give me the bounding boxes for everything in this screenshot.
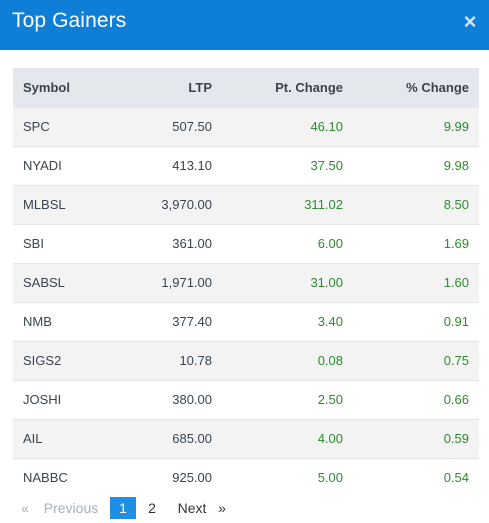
table-row: AIL 685.00 4.00 0.59 xyxy=(13,419,479,458)
next-page-button[interactable]: Next xyxy=(177,500,207,516)
ltp-cell: 361.00 xyxy=(172,236,212,251)
ltp-cell: 685.00 xyxy=(172,431,212,446)
previous-page-button: Previous xyxy=(43,500,99,516)
table-row: JOSHI 380.00 2.50 0.66 xyxy=(13,380,479,419)
ltp-cell: 377.40 xyxy=(172,314,212,329)
page-1-button[interactable]: 1 xyxy=(110,497,136,519)
table-header-row: Symbol LTP Pt. Change % Change xyxy=(13,68,479,107)
table-row: NMB 377.40 3.40 0.91 xyxy=(13,302,479,341)
column-header-symbol[interactable]: Symbol xyxy=(23,79,70,95)
column-header-pct-change[interactable]: % Change xyxy=(406,79,469,95)
pt-change-cell: 46.10 xyxy=(310,119,343,134)
pt-change-cell: 311.02 xyxy=(304,197,343,212)
symbol-cell[interactable]: JOSHI xyxy=(23,392,62,407)
pct-change-cell: 1.60 xyxy=(443,275,469,290)
ltp-cell: 1,971.00 xyxy=(161,275,212,290)
table-row: MLBSL 3,970.00 311.02 8.50 xyxy=(13,185,479,224)
pct-change-cell: 9.99 xyxy=(443,119,469,134)
ltp-cell: 925.00 xyxy=(172,470,212,486)
pt-change-cell: 31.00 xyxy=(310,275,343,290)
pt-change-cell: 0.08 xyxy=(317,353,343,368)
pct-change-cell: 0.75 xyxy=(443,353,469,368)
pct-change-cell: 0.59 xyxy=(443,431,469,446)
pct-change-cell: 0.91 xyxy=(443,314,469,329)
pct-change-cell: 0.54 xyxy=(443,470,469,486)
pct-change-cell: 0.66 xyxy=(443,392,469,407)
column-header-ltp[interactable]: LTP xyxy=(188,79,212,95)
modal-header: Top Gainers × xyxy=(0,0,489,50)
table-row: SBI 361.00 6.00 1.69 xyxy=(13,224,479,263)
pt-change-cell: 6.00 xyxy=(317,236,343,251)
column-header-pt-change[interactable]: Pt. Change xyxy=(275,79,343,95)
table-body: SPC 507.50 46.10 9.99 NYADI 413.10 37.50… xyxy=(13,107,479,497)
symbol-cell[interactable]: SIGS2 xyxy=(23,353,62,368)
table-row: SPC 507.50 46.10 9.99 xyxy=(13,107,479,146)
pct-change-cell: 9.98 xyxy=(443,158,469,173)
modal-title: Top Gainers xyxy=(12,9,127,32)
symbol-cell[interactable]: NABBC xyxy=(23,470,68,486)
pt-change-cell: 4.00 xyxy=(317,431,343,446)
symbol-cell[interactable]: NYADI xyxy=(23,158,62,173)
ltp-cell: 380.00 xyxy=(172,392,212,407)
gainers-table: Symbol LTP Pt. Change % Change SPC 507.5… xyxy=(13,68,479,497)
pt-change-cell: 37.50 xyxy=(310,158,343,173)
last-page-icon[interactable]: » xyxy=(218,500,226,516)
symbol-cell[interactable]: AIL xyxy=(23,431,43,446)
symbol-cell[interactable]: SBI xyxy=(23,236,44,251)
table-row: SIGS2 10.78 0.08 0.75 xyxy=(13,341,479,380)
pct-change-cell: 1.69 xyxy=(443,236,469,251)
pt-change-cell: 3.40 xyxy=(317,314,343,329)
table-header: Symbol LTP Pt. Change % Change xyxy=(13,68,479,107)
first-page-icon: « xyxy=(21,500,29,516)
pt-change-cell: 2.50 xyxy=(317,392,343,407)
ltp-cell: 3,970.00 xyxy=(161,197,212,212)
ltp-cell: 10.78 xyxy=(179,353,212,368)
pct-change-cell: 8.50 xyxy=(443,197,469,212)
ltp-cell: 413.10 xyxy=(172,158,212,173)
table-row: NABBC 925.00 5.00 0.54 xyxy=(13,458,479,497)
symbol-cell[interactable]: NMB xyxy=(23,314,52,329)
page-2-button[interactable]: 2 xyxy=(148,500,156,516)
table-row: SABSL 1,971.00 31.00 1.60 xyxy=(13,263,479,302)
close-icon[interactable]: × xyxy=(463,9,477,34)
ltp-cell: 507.50 xyxy=(172,119,212,134)
pt-change-cell: 5.00 xyxy=(317,470,343,486)
symbol-cell[interactable]: SABSL xyxy=(23,275,65,290)
symbol-cell[interactable]: MLBSL xyxy=(23,197,66,212)
symbol-cell[interactable]: SPC xyxy=(23,119,50,134)
table-row: NYADI 413.10 37.50 9.98 xyxy=(13,146,479,185)
gainers-table-container: Symbol LTP Pt. Change % Change SPC 507.5… xyxy=(13,68,479,497)
